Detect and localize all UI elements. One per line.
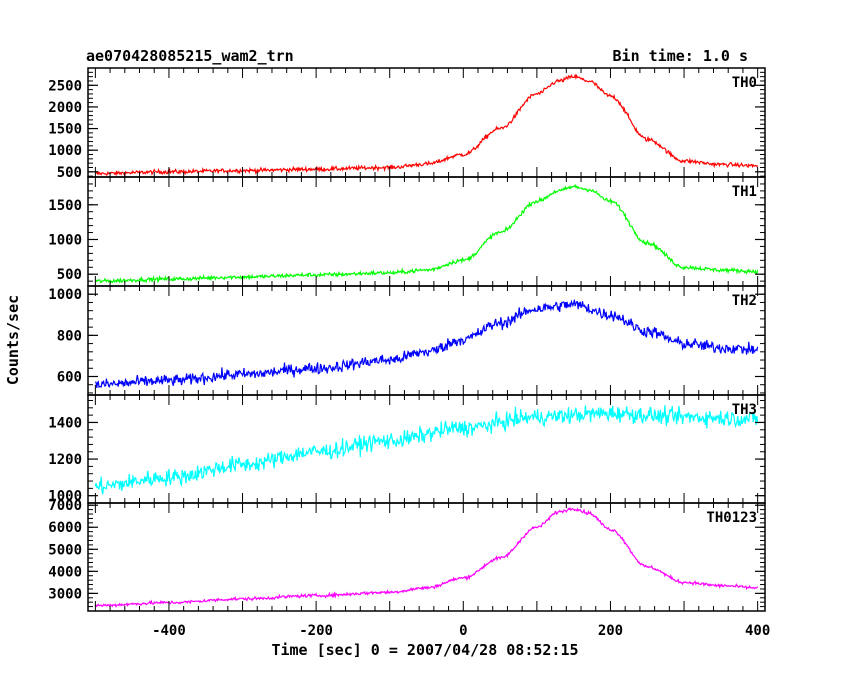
panel-th1: 500 1000 1500 TH1	[48, 176, 766, 287]
series-line-th3	[94, 405, 759, 495]
panel-label-th0: TH0	[732, 75, 757, 91]
x-tick-label: 400	[745, 623, 770, 639]
series-line-th0123	[95, 507, 759, 608]
panel-label-th2: TH2	[732, 293, 757, 309]
x-tick-labels: -400 -200 0 200 400	[152, 623, 770, 639]
y-tick-label: 1000	[48, 489, 82, 505]
y-tick-label: 2500	[48, 78, 82, 94]
panel-frame	[87, 502, 766, 612]
y-tick-label: 1500	[48, 122, 82, 138]
y-tick-label: 1000	[48, 143, 82, 159]
bin-time-label: Bin time: 1.0 s	[613, 47, 748, 65]
y-tick-label: 1000	[48, 232, 82, 248]
x-tick-label: -200	[299, 623, 333, 639]
x-tick-label: -400	[152, 623, 186, 639]
y-tick-label: 3000	[48, 586, 82, 602]
panel-th0: 500 1000 1500 2000 2500 TH0	[48, 67, 766, 181]
x-tick-label: 0	[459, 623, 467, 639]
x-axis-label: Time [sec] 0 = 2007/04/28 08:52:15	[271, 641, 578, 659]
y-tick-label: 500	[57, 165, 82, 181]
y-tick-label: 1200	[48, 452, 82, 468]
y-tick-label: 7000	[48, 498, 82, 514]
y-tick-label: 5000	[48, 542, 82, 558]
y-tick-label: 800	[57, 328, 82, 344]
panel-th0123: 3000 4000 5000 6000 7000 TH0123	[48, 498, 766, 612]
series-line-th2	[94, 299, 759, 389]
panels-group: 500 1000 1500 2000 2500 TH0 500 1000 1500 TH1 600 8…	[48, 67, 766, 612]
y-tick-label: 6000	[48, 520, 82, 536]
series-line-th0	[95, 73, 759, 178]
panel-frame	[87, 67, 766, 178]
y-tick-label: 500	[57, 267, 82, 283]
panel-label-th0123: TH0123	[706, 510, 757, 526]
panel-th3: 1000 1200 1400 TH3	[48, 394, 766, 505]
panel-frame	[87, 394, 766, 504]
panel-th2: 600 800 1000 TH2	[48, 285, 766, 396]
y-tick-label: 1000	[48, 287, 82, 303]
y-axis-label: Counts/sec	[4, 295, 22, 385]
y-tick-label: 600	[57, 369, 82, 385]
y-tick-label: 1400	[48, 415, 82, 431]
y-tick-label: 1500	[48, 198, 82, 214]
panel-label-th3: TH3	[732, 402, 757, 418]
y-tick-label: 2000	[48, 100, 82, 116]
chart-title: ae070428085215_wam2_trn	[86, 47, 294, 65]
series-line-th1	[94, 183, 759, 284]
x-tick-label: 200	[598, 623, 623, 639]
panel-label-th1: TH1	[732, 184, 757, 200]
y-tick-label: 4000	[48, 564, 82, 580]
